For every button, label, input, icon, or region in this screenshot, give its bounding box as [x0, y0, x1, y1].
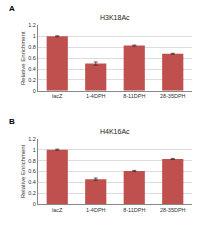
svg-text:0.2: 0.2 — [28, 77, 36, 83]
svg-text:0.8: 0.8 — [28, 158, 36, 164]
svg-text:Relative Enrichment: Relative Enrichment — [20, 144, 26, 198]
svg-text:0.8: 0.8 — [28, 44, 36, 50]
svg-text:lacZ: lacZ — [52, 207, 63, 213]
svg-text:1.2: 1.2 — [28, 136, 36, 142]
svg-text:8-11DPH: 8-11DPH — [123, 93, 145, 99]
svg-text:28-35DPH: 28-35DPH — [160, 93, 186, 99]
svg-text:1: 1 — [33, 147, 36, 153]
svg-text:0.6: 0.6 — [28, 55, 36, 61]
svg-text:0.4: 0.4 — [28, 179, 36, 185]
svg-text:0.4: 0.4 — [28, 66, 36, 72]
svg-text:1-4DPH: 1-4DPH — [86, 93, 106, 99]
svg-text:1.2: 1.2 — [28, 22, 36, 28]
svg-text:lacZ: lacZ — [52, 93, 63, 99]
svg-text:1-4DPH: 1-4DPH — [86, 207, 106, 213]
svg-text:H4K16Ac: H4K16Ac — [100, 128, 130, 135]
svg-text:B: B — [9, 117, 15, 126]
svg-text:Relative Enrichment: Relative Enrichment — [20, 31, 26, 85]
svg-text:8-11DPH: 8-11DPH — [123, 207, 145, 213]
svg-text:A: A — [9, 4, 15, 13]
svg-text:0.6: 0.6 — [28, 168, 36, 174]
svg-text:0.2: 0.2 — [28, 190, 36, 196]
svg-text:0: 0 — [33, 88, 36, 94]
svg-text:0: 0 — [33, 201, 36, 207]
svg-text:H3K18Ac: H3K18Ac — [100, 14, 130, 21]
svg-text:28-35DPH: 28-35DPH — [160, 207, 186, 213]
svg-text:1: 1 — [33, 33, 36, 39]
